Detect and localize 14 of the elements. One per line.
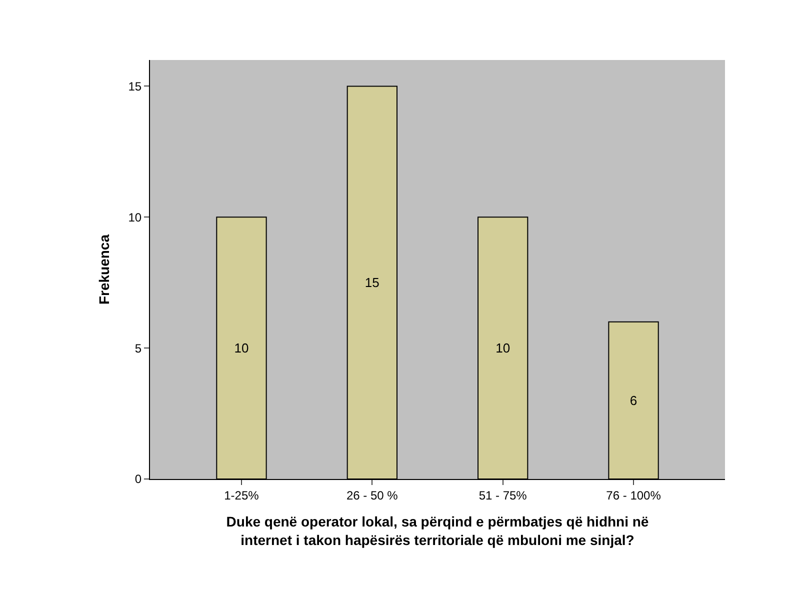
x-tick-label: 76 - 100% (606, 488, 662, 502)
data-label: 10 (234, 340, 249, 356)
data-label: 15 (364, 275, 380, 290)
y-tick-label: 0 (134, 472, 142, 486)
y-axis-title: Frekuenca (96, 234, 112, 305)
x-tick-label: 1-25% (224, 488, 260, 502)
data-label: 10 (496, 340, 510, 356)
y-tick-label: 10 (128, 210, 142, 224)
data-label: 6 (630, 392, 638, 408)
x-tick-label: 26 - 50 % (346, 488, 398, 502)
x-axis-title: Duke qenë operator lokal, sa përqind e përmbatjes që hidhni në internet i takon hapësirës territoriale që mbuloni me sinjal? (226, 514, 649, 548)
y-tick-label: 15 (128, 79, 142, 94)
x-tick-label: 51 - 75% (478, 488, 528, 502)
y-tick-label: 5 (134, 341, 142, 356)
